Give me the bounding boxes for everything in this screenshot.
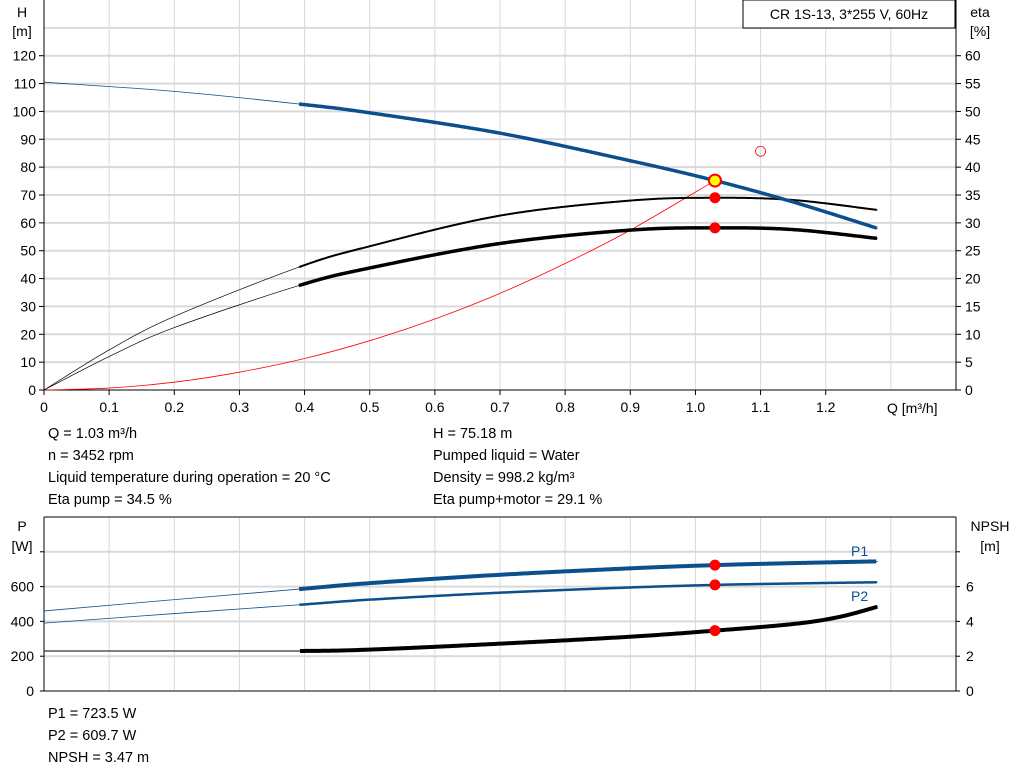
head-curve <box>298 102 878 230</box>
info-p1: P1 = 723.5 W <box>48 706 137 722</box>
y-tick-label-left: 50 <box>20 243 36 259</box>
x-tick-label: 0.2 <box>165 399 185 415</box>
info-speed: n = 3452 rpm <box>48 448 134 464</box>
y-axis-label-right: NPSH <box>971 518 1010 534</box>
head-curve-thin <box>43 81 878 229</box>
eta-pump-motor-curve <box>298 226 878 288</box>
x-axis-label: Q [m³/h] <box>887 400 938 416</box>
y-axis-unit-left: [m] <box>12 23 31 39</box>
y-tick-label-left: 100 <box>13 103 37 119</box>
x-tick-label: 0.4 <box>295 399 315 415</box>
y-tick-label-right: 10 <box>965 326 981 342</box>
y-tick-label-right: 25 <box>965 243 981 259</box>
y-tick-label-left: 30 <box>20 298 36 314</box>
y-tick-label-left: 400 <box>11 613 35 629</box>
p2-duty-point <box>709 579 721 591</box>
y-axis-unit-right: [%] <box>970 23 990 39</box>
y-tick-label-left: 110 <box>14 76 37 92</box>
x-tick-label: 0.9 <box>621 399 641 415</box>
x-tick-label: 0 <box>40 399 48 415</box>
y-axis-unit-right: [m] <box>980 538 999 554</box>
x-tick-label: 0.5 <box>360 399 380 415</box>
x-tick-label: 0.7 <box>490 399 510 415</box>
info-bottom: P1 = 723.5 W P2 = 609.7 W NPSH = 3.47 m <box>48 703 149 769</box>
operating-point-marker <box>707 173 722 188</box>
y-tick-label-left: 60 <box>20 215 36 231</box>
y-tick-label-right: 55 <box>965 76 981 92</box>
info-liquid-temp: Liquid temperature during operation = 20… <box>48 470 331 486</box>
open-marker <box>755 145 766 157</box>
y-tick-label-right: 35 <box>965 187 981 203</box>
eta-pump-motor-duty-point <box>709 222 721 234</box>
y-axis-unit-left: [W] <box>12 538 33 554</box>
info-top-left: Q = 1.03 m³/h n = 3452 rpm Liquid temper… <box>48 423 331 511</box>
p1-duty-point <box>709 559 721 571</box>
y-tick-label-left: 90 <box>20 131 36 147</box>
x-tick-label: 0.1 <box>99 399 119 415</box>
y-tick-label-right: 40 <box>965 159 981 175</box>
info-head: H = 75.18 m <box>433 426 513 442</box>
x-tick-label: 1.1 <box>751 399 771 415</box>
y-tick-label-left: 10 <box>20 354 36 370</box>
x-tick-label: 0.6 <box>425 399 445 415</box>
y-tick-label-right: 30 <box>965 215 981 231</box>
y-tick-label-right: 2 <box>966 648 974 664</box>
eta-pump-duty-point <box>709 192 721 204</box>
info-flow: Q = 1.03 m³/h <box>48 426 138 442</box>
y-tick-label-left: 120 <box>13 48 37 64</box>
y-tick-label-right: 0 <box>966 683 974 699</box>
y-tick-label-right: 0 <box>965 382 973 398</box>
info-density: Density = 998.2 kg/m³ <box>433 470 575 486</box>
info-liquid: Pumped liquid = Water <box>433 448 580 464</box>
legend-box <box>742 0 956 29</box>
y-axis-label-left: H <box>17 4 27 20</box>
y-tick-label-right: 20 <box>965 271 981 287</box>
y-tick-label-left: 80 <box>20 159 36 175</box>
x-tick-label: 0.3 <box>230 399 250 415</box>
system-curve-thin <box>43 180 716 391</box>
info-npsh: NPSH = 3.47 m <box>48 750 150 766</box>
y-tick-label-right: 4 <box>966 613 974 629</box>
p2-curve-thin <box>43 581 878 624</box>
y-tick-label-left: 20 <box>20 326 36 342</box>
y-tick-label-left: 200 <box>11 648 35 664</box>
npsh-duty-point <box>709 625 721 637</box>
y-tick-label-left: 40 <box>20 271 36 287</box>
y-tick-label-left: 600 <box>11 579 35 595</box>
y-axis-label-right: eta <box>970 4 990 20</box>
p2-curve <box>299 581 877 607</box>
info-p2: P2 = 609.7 W <box>48 728 137 744</box>
p1-curve <box>298 559 877 592</box>
y-tick-label-right: 60 <box>965 48 981 64</box>
y-tick-label-right: 45 <box>965 131 981 147</box>
npsh-curve <box>299 604 878 653</box>
info-eta-pump-motor: Eta pump+motor = 29.1 % <box>433 492 603 508</box>
y-tick-label-left: 0 <box>26 683 34 699</box>
p2-series-label: P2 <box>851 588 868 604</box>
x-tick-label: 0.8 <box>555 399 575 415</box>
y-tick-label-right: 5 <box>965 354 973 370</box>
info-top-right: H = 75.18 m Pumped liquid = Water Densit… <box>433 423 602 511</box>
y-axis-label-left: P <box>17 518 26 534</box>
y-tick-label-right: 6 <box>966 579 974 595</box>
x-tick-label: 1.0 <box>686 399 706 415</box>
x-tick-label: 1.2 <box>816 399 836 415</box>
y-tick-label-right: 15 <box>965 298 981 314</box>
y-tick-label-left: 0 <box>28 382 36 398</box>
y-tick-label-right: 50 <box>965 103 981 119</box>
p1-series-label: P1 <box>851 543 868 559</box>
info-eta-pump: Eta pump = 34.5 % <box>48 492 172 508</box>
legend-title: CR 1S-13, 3*255 V, 60Hz <box>770 6 928 22</box>
y-tick-label-left: 70 <box>20 187 36 203</box>
